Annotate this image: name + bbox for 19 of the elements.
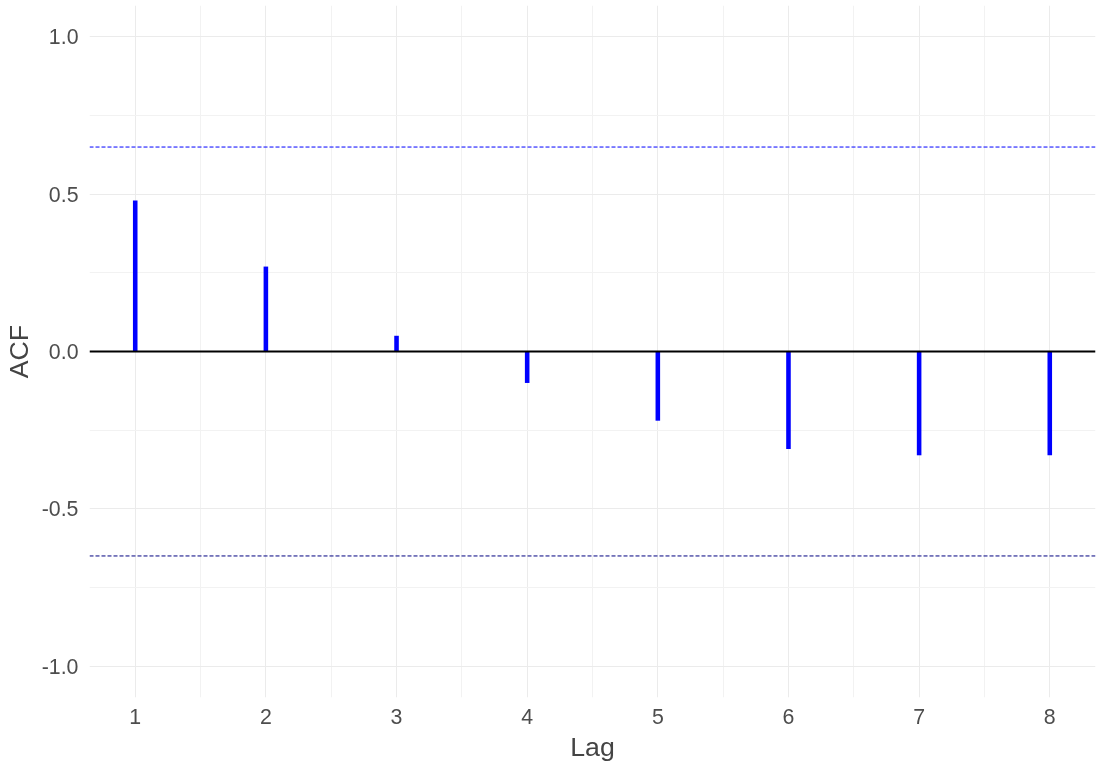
- bar: [1047, 351, 1053, 456]
- x-tick-label: 3: [390, 704, 403, 729]
- x-tick-label: 6: [782, 704, 795, 729]
- x-axis-title: Lag: [570, 731, 615, 762]
- bar: [394, 335, 399, 352]
- x-tick-label: 1: [129, 704, 142, 729]
- y-tick-label: -1.0: [41, 654, 79, 679]
- x-tick-label: 8: [1043, 704, 1056, 729]
- x-tick-label: 4: [521, 704, 534, 729]
- y-tick-label: 0.5: [48, 182, 79, 207]
- bar: [132, 200, 138, 352]
- y-axis-title: ACF: [3, 324, 34, 379]
- x-tick-label: 2: [259, 704, 272, 729]
- bar: [786, 351, 791, 450]
- y-tick-label: 1.0: [48, 25, 79, 50]
- y-tick-label: 0.0: [48, 340, 79, 364]
- x-tick-label: 5: [651, 704, 664, 729]
- x-tick-label: 7: [913, 704, 926, 729]
- y-tick-label: -0.5: [41, 497, 79, 522]
